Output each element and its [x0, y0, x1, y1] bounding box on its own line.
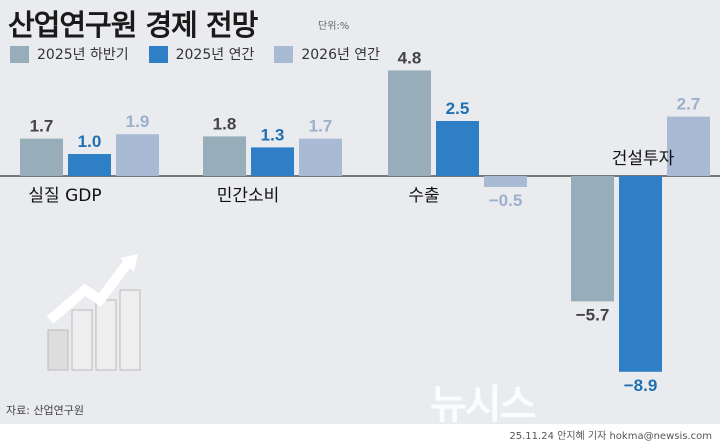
category-label: 민간소비: [217, 186, 280, 206]
data-label: 4.8: [398, 48, 422, 67]
bar: [203, 136, 246, 176]
bar: [299, 138, 342, 176]
legend-label: 2025년 연간: [175, 47, 255, 63]
bar: [116, 134, 159, 176]
footer: 25.11.24 안지혜 기자 hokma@newsis.com: [0, 424, 720, 442]
legend-label: 2026년 연간: [301, 47, 381, 63]
category-label: 실질 GDP: [28, 186, 101, 206]
data-label: 1.7: [30, 117, 54, 136]
legend-item-next: 2026년 연간: [274, 44, 380, 64]
bar: [68, 154, 111, 176]
credit: 25.11.24 안지혜 기자 hokma@newsis.com: [509, 431, 712, 442]
data-label: −5.7: [576, 305, 610, 324]
legend-swatch: [274, 45, 294, 63]
bar: [571, 176, 614, 302]
category-label: 수출: [408, 186, 439, 206]
data-label: 1.0: [78, 132, 102, 151]
unit-label: 단위:%: [318, 21, 350, 32]
bar: [251, 147, 294, 176]
legend: 2025년 하반기 2025년 연간 2026년 연간: [10, 44, 380, 64]
legend-swatch: [10, 45, 29, 63]
bar: [388, 70, 431, 176]
legend-item-half: 2025년 하반기: [10, 44, 129, 64]
bar: [436, 121, 479, 176]
data-label: 2.7: [677, 95, 701, 114]
data-label: 1.9: [126, 112, 150, 131]
legend-item-annual: 2025년 연간: [148, 44, 255, 64]
bar: [20, 138, 63, 176]
data-label: 2.5: [446, 99, 470, 118]
bar: [667, 116, 710, 176]
bar: [619, 176, 662, 372]
data-label: 1.3: [261, 125, 285, 144]
legend-swatch: [148, 45, 168, 63]
data-label: −0.5: [489, 191, 523, 210]
legend-label: 2025년 하반기: [37, 47, 129, 63]
watermark-logo: 뉴시스: [430, 382, 536, 428]
bar: [484, 176, 527, 187]
bar-chart: 1.7 1.0 1.9 실질 GDP 1.8 1.3 1.7 민간소비 4.8 2.5 −0.5 수출…: [0, 48, 720, 395]
chart-title: 산업연구원 경제 전망: [8, 8, 258, 42]
category-label: 건설투자: [612, 149, 675, 169]
growth-chart-icon: [46, 254, 141, 371]
source-note: 자료: 산업연구원: [6, 404, 85, 417]
infographic: 산업연구원 경제 전망 단위:% 2025년 하반기 2025년 연간 2026…: [0, 0, 720, 424]
data-label: 1.7: [309, 117, 333, 136]
data-label: −8.9: [624, 376, 658, 395]
data-label: 1.8: [213, 114, 237, 133]
